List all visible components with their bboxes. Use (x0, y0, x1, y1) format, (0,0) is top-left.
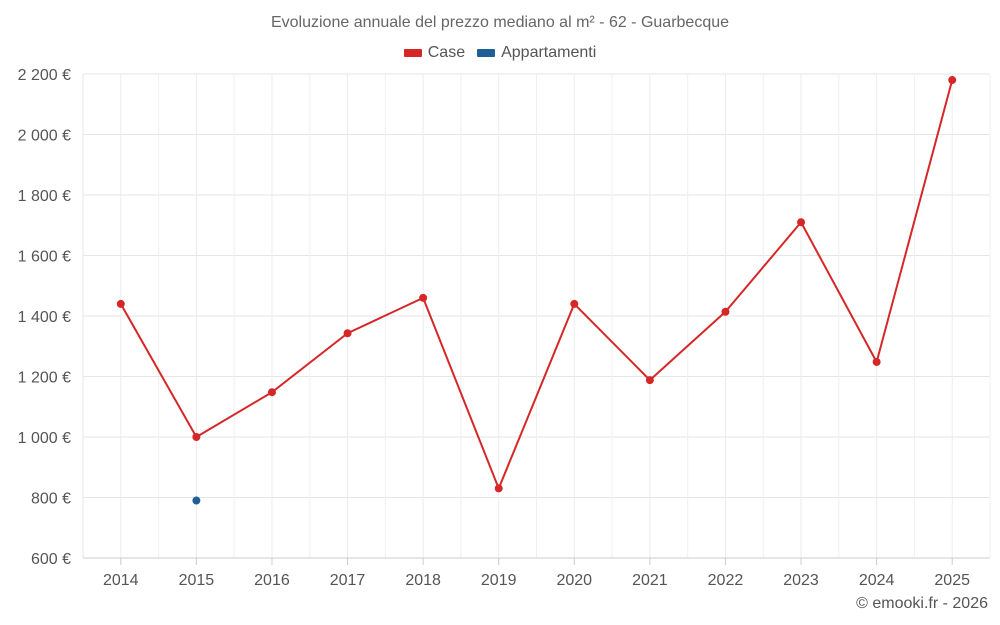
x-tick-label: 2016 (254, 572, 290, 589)
y-tick-label: 800 € (31, 491, 71, 508)
data-point-case (494, 484, 503, 493)
legend-swatch-case (403, 49, 422, 57)
data-point-case (645, 376, 654, 385)
x-tick-label: 2025 (934, 572, 970, 589)
x-tick-label: 2020 (556, 572, 592, 589)
x-tick-label: 2015 (179, 572, 215, 589)
legend-label-case: Case (427, 44, 466, 61)
data-point-case (192, 433, 201, 441)
x-tick-label: 2017 (330, 572, 366, 589)
legend-swatch-appartamenti (477, 49, 496, 57)
x-tick-label: 2023 (783, 572, 819, 589)
y-tick-label: 1 400 € (18, 309, 71, 326)
x-tick-label: 2019 (481, 572, 517, 589)
data-point-case (872, 357, 881, 366)
x-tick-label: 2014 (103, 572, 139, 589)
series-line-case (119, 79, 954, 490)
y-tick-label: 600 € (31, 551, 71, 568)
x-tick-label: 2022 (708, 572, 744, 589)
data-point-appartamenti (192, 496, 201, 505)
legend-item-case[interactable]: Case (403, 44, 466, 62)
y-tick-label: 2 200 € (18, 67, 71, 84)
y-tick-label: 1 800 € (18, 188, 71, 205)
y-tick-label: 1 000 € (18, 430, 71, 447)
legend-label-appartamenti: Appartamenti (501, 44, 597, 61)
data-point-case (116, 299, 125, 308)
chart-title: Evoluzione annuale del prezzo mediano al… (270, 14, 730, 31)
credit-text: © emooki.fr - 2026 (856, 595, 988, 612)
x-tick-label: 2018 (405, 572, 441, 589)
data-point-case (267, 388, 276, 397)
data-point-case (797, 218, 806, 227)
data-point-case (419, 293, 428, 302)
y-tick-label: 2 000 € (18, 128, 71, 145)
data-point-case (570, 299, 579, 308)
data-point-case (343, 329, 352, 338)
y-tick-label: 1 200 € (18, 370, 71, 387)
y-tick-label: 1 600 € (18, 249, 71, 266)
legend: Case Appartamenti (0, 44, 1000, 62)
data-point-case (948, 76, 957, 85)
legend-item-appartamenti[interactable]: Appartamenti (477, 44, 596, 62)
x-tick-label: 2021 (632, 572, 668, 589)
x-tick-label: 2024 (859, 572, 895, 589)
data-point-case (721, 307, 730, 316)
